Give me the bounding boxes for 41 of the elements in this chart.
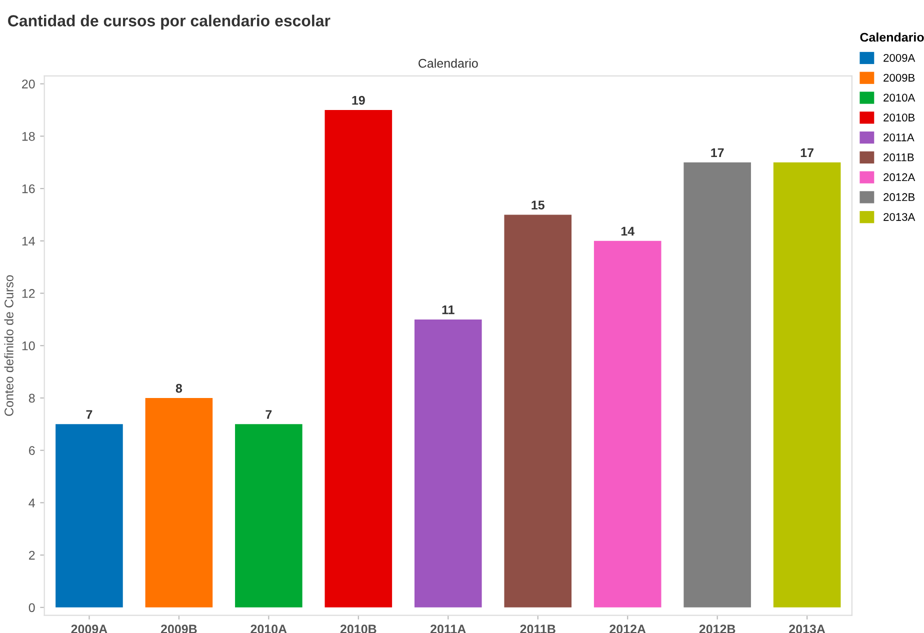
chart-title: Cantidad de cursos por calendario escolar [8, 14, 330, 30]
y-tick-label: 2 [29, 550, 35, 560]
legend-label: 2009A [884, 54, 916, 62]
data-label: 17 [711, 148, 724, 157]
data-label: 7 [86, 410, 92, 419]
x-tick-label: 2012B [699, 624, 736, 633]
legend-label: 2010B [884, 114, 915, 122]
y-tick-label: 14 [22, 236, 35, 246]
x-tick-label: 2010A [250, 624, 287, 633]
x-tick-label: 2011B [520, 624, 556, 633]
legend-label: 2013A [884, 213, 916, 221]
y-tick-label: 6 [29, 446, 35, 455]
data-label: 8 [176, 384, 182, 393]
legend-label: 2009B [884, 74, 915, 82]
data-label: 14 [621, 226, 634, 236]
data-label: 15 [532, 200, 544, 210]
y-axis-title: Conteo definido de Curso [4, 275, 14, 416]
data-label: 7 [266, 410, 272, 419]
y-tick-label: 4 [28, 498, 35, 508]
x-tick-label: 2011A [430, 624, 466, 633]
x-tick-label: 2010B [340, 624, 376, 633]
x-tick-label: 2012A [610, 624, 646, 633]
data-label: 17 [800, 148, 814, 157]
legend-label: 2012A [884, 173, 916, 182]
x-tick-label: 2009A [71, 624, 108, 633]
y-tick-label: 0 [28, 603, 35, 612]
x-axis-title: Calendario [418, 58, 478, 68]
data-label: 11 [442, 305, 454, 314]
data-label: 19 [352, 96, 365, 105]
legend-label: 2010A [884, 94, 916, 102]
y-tick-label: 18 [22, 132, 35, 141]
legend-title: Calendario [860, 32, 924, 42]
y-tick-label: 20 [22, 80, 35, 88]
legend-label: 2011A [884, 134, 914, 142]
legend-label: 2012B [884, 193, 915, 202]
x-tick-label: 2009B [160, 624, 197, 633]
y-tick-label: 16 [22, 184, 35, 194]
y-tick-label: 8 [28, 394, 35, 403]
y-tick-label: 10 [22, 341, 35, 350]
legend-label: 2011B [884, 153, 914, 162]
y-tick-label: 12 [22, 289, 35, 298]
